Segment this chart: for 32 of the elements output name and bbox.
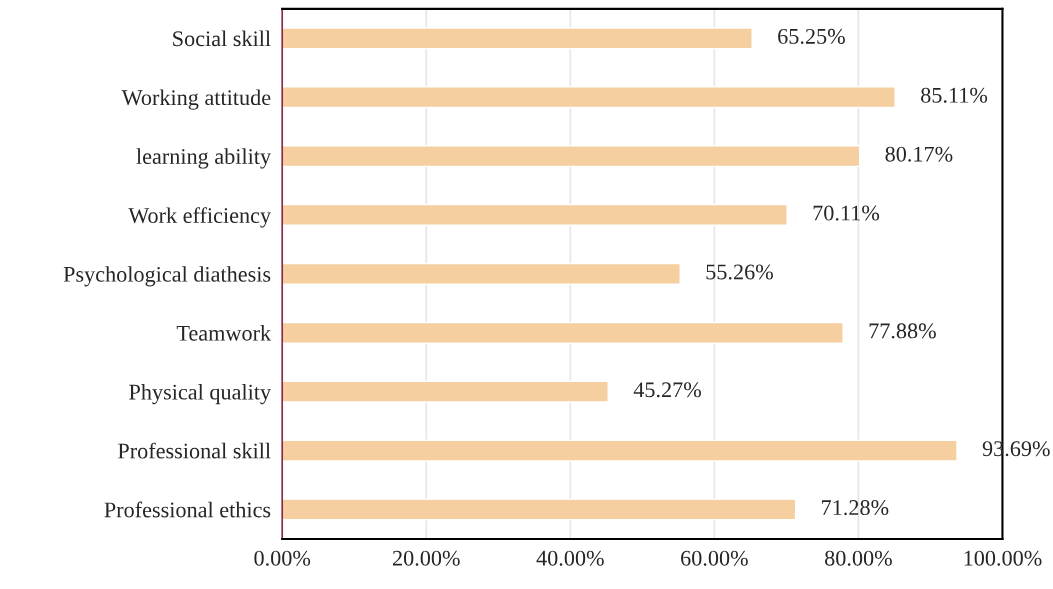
x-tick-label: 100.00% — [964, 550, 1042, 566]
x-tick-label: 20.00% — [392, 550, 460, 566]
data-label: 65.25% — [778, 28, 845, 44]
bar — [282, 145, 861, 168]
data-label: 77.88% — [869, 323, 936, 339]
y-tick-label: Professional ethics — [104, 501, 271, 518]
y-tick-label: Psychological diathesis — [63, 266, 271, 287]
y-tick-label: learning ability — [136, 148, 272, 169]
bar — [282, 380, 609, 403]
y-tick-label: Social skill — [173, 30, 271, 47]
x-tick-label: 80.00% — [825, 550, 892, 566]
y-tick-label: Teamwork — [176, 325, 272, 341]
data-label: 85.11% — [921, 87, 988, 103]
data-label: 70.11% — [813, 205, 880, 221]
bar — [282, 498, 797, 521]
data-label: 71.28% — [822, 500, 889, 516]
y-tick-label: Physical quality — [129, 383, 271, 405]
y-tick-label: Working attitude — [121, 89, 271, 110]
bar — [282, 262, 681, 285]
x-tick-label: 60.00% — [681, 550, 748, 566]
bar — [282, 86, 896, 109]
x-tick-label: 40.00% — [536, 550, 604, 566]
bar — [282, 321, 844, 344]
y-tick-label: Work efficiency — [128, 207, 271, 228]
data-label: 80.17% — [885, 146, 953, 162]
data-label: 55.26% — [706, 264, 773, 280]
bar — [282, 27, 753, 50]
data-label: 45.27% — [633, 382, 702, 398]
bar — [282, 439, 958, 462]
y-tick-label: Professional skill — [118, 442, 271, 459]
x-tick-label: 0.00% — [254, 550, 311, 566]
bar — [282, 203, 788, 226]
